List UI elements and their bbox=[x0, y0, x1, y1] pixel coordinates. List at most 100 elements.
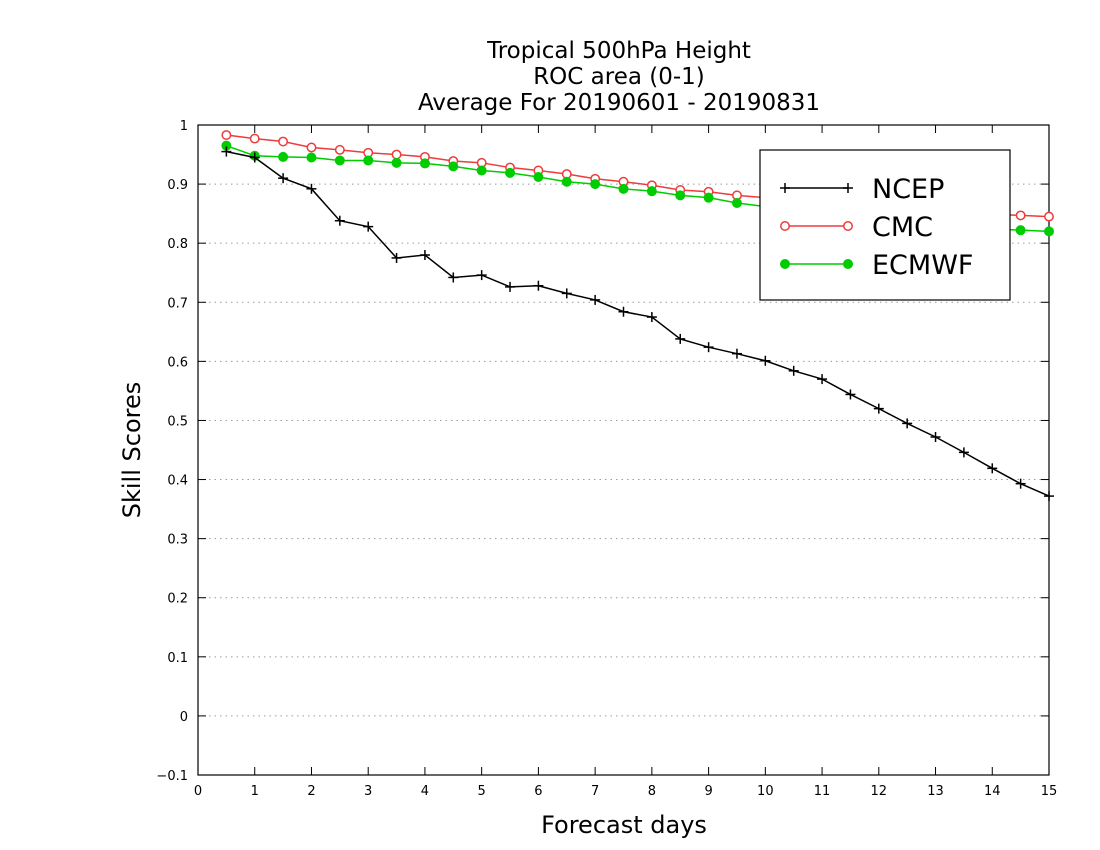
x-tick-label: 9 bbox=[704, 784, 712, 799]
plot-frame bbox=[197, 124, 1050, 776]
data-point-ecmwf bbox=[278, 151, 289, 162]
data-point-ncep bbox=[930, 432, 941, 442]
data-point-ecmwf bbox=[306, 152, 317, 163]
y-tick-label: 1 bbox=[180, 119, 188, 134]
data-point-ncep bbox=[419, 250, 430, 260]
data-point-ncep bbox=[958, 447, 969, 458]
data-point-ncep bbox=[278, 173, 289, 184]
data-point-ecmwf bbox=[618, 183, 629, 194]
data-point-ncep bbox=[391, 252, 402, 263]
y-axis-ticks: −0.1 0 0.1 0.2 0.3 0.4 0.5 0.6 0.7 0.8 0.9 1 bbox=[156, 119, 1049, 784]
x-tick-label: 14 bbox=[984, 784, 1001, 799]
data-point-ncep bbox=[334, 215, 345, 226]
data-point-cmc bbox=[249, 133, 260, 144]
y-tick-label: 0.4 bbox=[167, 474, 188, 489]
legend-marker-cmc bbox=[843, 221, 853, 231]
data-point-cmc bbox=[391, 149, 402, 160]
data-point-ncep bbox=[760, 355, 771, 366]
data-point-ncep bbox=[448, 272, 459, 283]
data-point-ncep bbox=[476, 270, 487, 281]
data-point-ncep bbox=[845, 389, 856, 400]
data-point-ncep bbox=[675, 333, 686, 344]
x-tick-label: 3 bbox=[364, 784, 372, 799]
legend-label-cmc: CMC bbox=[872, 212, 933, 243]
legend-marker-cmc bbox=[780, 221, 790, 231]
data-point-ecmwf bbox=[1015, 225, 1026, 236]
data-point-ncep bbox=[731, 348, 742, 359]
legend-box bbox=[759, 149, 1011, 301]
x-tick-label: 6 bbox=[534, 784, 542, 799]
data-point-ncep bbox=[703, 342, 714, 353]
data-point-cmc bbox=[221, 130, 232, 140]
data-point-ecmwf bbox=[703, 192, 714, 203]
title-line-2: ROC area (0-1) bbox=[533, 64, 705, 90]
data-point-cmc bbox=[278, 136, 289, 147]
y-axis-title: Skill Scores bbox=[118, 382, 146, 519]
data-point-cmc bbox=[334, 144, 345, 155]
data-point-cmc bbox=[1044, 211, 1054, 222]
y-tick-label: 0.8 bbox=[167, 237, 188, 252]
x-tick-label: 5 bbox=[478, 784, 486, 799]
data-point-ncep bbox=[561, 288, 572, 299]
data-point-ecmwf bbox=[391, 157, 402, 168]
data-point-ncep bbox=[306, 183, 317, 194]
legend-marker-ecmwf bbox=[780, 259, 790, 269]
x-tick-label: 1 bbox=[251, 784, 259, 799]
legend-label-ncep: NCEP bbox=[872, 174, 944, 205]
x-tick-label: 7 bbox=[591, 784, 599, 799]
y-tick-label: 0.1 bbox=[167, 651, 188, 666]
data-point-cmc bbox=[1015, 210, 1026, 221]
legend-marker-ecmwf bbox=[843, 259, 853, 269]
x-tick-label: 0 bbox=[194, 784, 202, 799]
x-axis-ticks: 0 1 2 3 4 5 6 7 8 9 10 11 12 13 14 15 bbox=[194, 125, 1057, 799]
y-tick-label: 0.6 bbox=[167, 355, 188, 370]
data-point-ecmwf bbox=[533, 172, 544, 182]
data-point-ecmwf bbox=[646, 186, 657, 197]
legend-item-ecmwf: ECMWF bbox=[780, 250, 973, 281]
x-tick-label: 8 bbox=[648, 784, 656, 799]
data-point-ecmwf bbox=[419, 158, 430, 169]
legend-label-ecmwf: ECMWF bbox=[872, 250, 973, 281]
title-line-3: Average For 20190601 - 20190831 bbox=[418, 90, 820, 116]
data-point-ncep bbox=[902, 418, 913, 429]
legend: NCEP CMC ECMWF bbox=[759, 149, 1011, 301]
data-point-ecmwf bbox=[363, 155, 374, 166]
data-point-ecmwf bbox=[675, 190, 686, 201]
y-tick-label: 0.2 bbox=[167, 592, 188, 607]
data-point-ncep bbox=[817, 374, 828, 385]
legend-marker-ncep bbox=[780, 183, 790, 193]
y-tick-label: 0.7 bbox=[167, 296, 188, 311]
x-axis-title: Forecast days bbox=[541, 811, 707, 839]
data-point-ecmwf bbox=[731, 198, 742, 208]
data-point-ecmwf bbox=[476, 165, 487, 176]
data-point-ncep bbox=[363, 221, 374, 232]
data-point-ncep bbox=[221, 146, 232, 157]
data-point-ncep bbox=[505, 281, 516, 292]
data-point-ncep bbox=[987, 463, 998, 474]
data-point-cmc bbox=[306, 142, 317, 153]
chart-title: Tropical 500hPa Height ROC area (0-1) Av… bbox=[418, 38, 820, 116]
data-point-ncep bbox=[1044, 491, 1054, 502]
y-tick-label: 0.9 bbox=[167, 178, 188, 193]
x-tick-label: 2 bbox=[307, 784, 315, 799]
data-point-ncep bbox=[590, 294, 601, 305]
data-point-ncep bbox=[1015, 478, 1026, 489]
data-point-ncep bbox=[618, 306, 629, 317]
legend-item-ncep: NCEP bbox=[780, 174, 944, 205]
title-line-1: Tropical 500hPa Height bbox=[486, 38, 751, 64]
y-tick-label: 0.5 bbox=[167, 414, 188, 429]
data-point-ncep bbox=[788, 365, 799, 376]
data-point-ncep bbox=[646, 312, 657, 323]
data-point-ecmwf bbox=[561, 176, 572, 187]
series-ncep bbox=[221, 146, 1054, 502]
y-tick-label: 0 bbox=[180, 710, 188, 725]
x-tick-label: 15 bbox=[1041, 784, 1058, 799]
data-point-ncep bbox=[249, 152, 260, 163]
x-tick-label: 13 bbox=[927, 784, 944, 799]
data-point-ecmwf bbox=[334, 155, 345, 166]
series-line-ncep bbox=[226, 150, 1050, 497]
x-tick-label: 12 bbox=[871, 784, 888, 799]
data-point-ncep bbox=[533, 280, 544, 291]
x-tick-label: 10 bbox=[757, 784, 774, 799]
